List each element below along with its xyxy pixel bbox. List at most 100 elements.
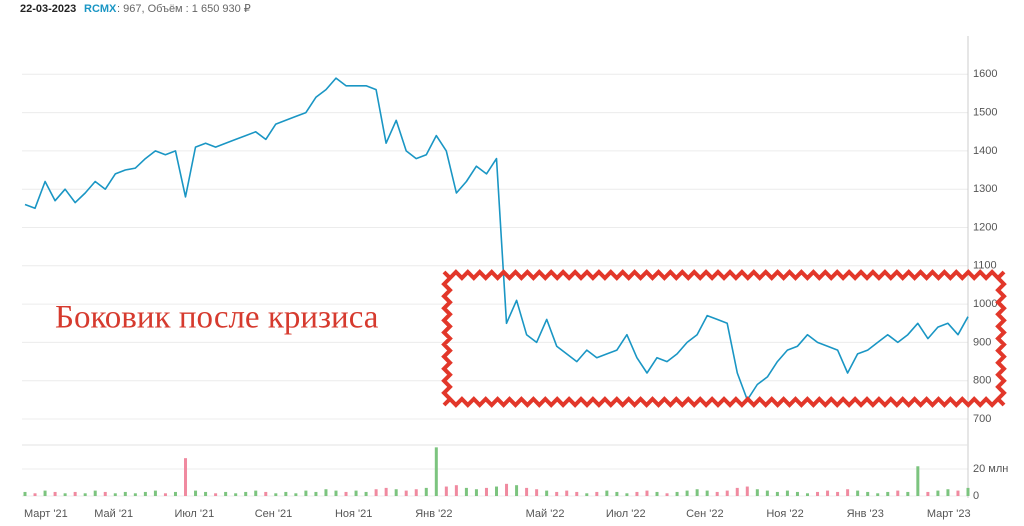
volume-bar [123, 491, 127, 496]
y-tick-label: 1000 [973, 298, 997, 310]
volume-bar [725, 490, 729, 496]
volume-bar [153, 490, 157, 496]
volume-bar [795, 491, 799, 496]
volume-bar [434, 447, 438, 496]
volume-bar [916, 466, 920, 496]
volume-bar [805, 493, 809, 496]
header-date: 22-03-2023 [20, 3, 76, 15]
volume-bar [926, 491, 930, 496]
volume-bar [505, 483, 509, 496]
volume-bar [836, 491, 840, 496]
volume-bar [846, 489, 850, 496]
volume-bar [133, 493, 137, 496]
volume-bar [163, 493, 167, 496]
x-tick-label: Сен '21 [255, 508, 293, 520]
y-tick-label: 1400 [973, 145, 997, 157]
volume-bar [816, 491, 820, 496]
y-tick-label: 700 [973, 413, 991, 425]
price-line [24, 77, 969, 401]
volume-bar [364, 491, 368, 496]
x-tick-label: Май '22 [526, 508, 565, 520]
volume-bar [394, 489, 398, 496]
x-tick-label: Июл '22 [606, 508, 646, 520]
volume-bar [244, 491, 248, 496]
volume-bar [705, 490, 709, 496]
volume-bar [43, 490, 47, 496]
volume-bar [113, 493, 117, 496]
volume-bar [856, 490, 860, 496]
volume-bar [404, 490, 408, 496]
x-tick-label: Ноя '22 [766, 508, 803, 520]
x-tick-label: Ноя '21 [335, 508, 372, 520]
x-tick-label: Июл '21 [174, 508, 214, 520]
volume-bar [424, 487, 428, 496]
volume-bar [585, 493, 589, 496]
volume-bar [224, 491, 228, 496]
volume-bar [715, 491, 719, 496]
volume-bar [695, 489, 699, 496]
volume-bar [936, 490, 940, 496]
volume-bar [194, 490, 198, 496]
volume-bar [755, 489, 759, 496]
volume-bar [535, 489, 539, 496]
annotation: Боковик после кризиса [55, 300, 379, 336]
volume-bar [946, 489, 950, 496]
volume-bar [645, 490, 649, 496]
volume-bar [93, 490, 97, 496]
volume-bar [474, 489, 478, 496]
x-tick-label: Сен '22 [686, 508, 724, 520]
volume-bar [565, 490, 569, 496]
volume-bar [826, 490, 830, 496]
volume-bar [956, 490, 960, 496]
y-tick-label: 1100 [973, 260, 997, 272]
volume-bar [655, 491, 659, 496]
volume-bar [344, 491, 348, 496]
x-tick-label: Март '21 [24, 508, 68, 520]
y-tick-label: 1200 [973, 221, 997, 233]
volume-bar [484, 487, 488, 496]
volume-bar [173, 491, 177, 496]
volume-bar [374, 489, 378, 496]
volume-bar [143, 491, 147, 496]
volume-tick-label: 20 млн [973, 463, 1008, 475]
volume-bar [384, 487, 388, 496]
volume-bar [685, 490, 689, 496]
volume-bar [33, 493, 37, 496]
volume-bar [635, 491, 639, 496]
volume-bar [214, 493, 218, 496]
volume-bar [785, 490, 789, 496]
volume-bar [254, 490, 258, 496]
volume-bar [444, 486, 448, 496]
volume-bar [354, 490, 358, 496]
volume-bar [334, 490, 338, 496]
highlight-frame [441, 269, 1007, 408]
volume-bar [595, 491, 599, 496]
volume-bar [866, 491, 870, 496]
volume-bar [545, 490, 549, 496]
y-tick-label: 1300 [973, 183, 997, 195]
volume-bar [525, 487, 529, 496]
y-tick-label: 1600 [973, 68, 997, 80]
volume-bar [324, 489, 328, 496]
volume-bar [555, 491, 559, 496]
volume-bar [53, 491, 57, 496]
volume-bar [735, 487, 739, 496]
volume-bar [876, 493, 880, 496]
x-tick-label: Май '21 [94, 508, 133, 520]
x-tick-label: Март '23 [927, 508, 971, 520]
volume-bar [264, 491, 268, 496]
y-tick-label: 1500 [973, 107, 997, 119]
volume-bar [464, 487, 468, 496]
volume-bar [204, 491, 208, 496]
volume-bar [575, 491, 579, 496]
volume-bar [454, 485, 458, 496]
volume-bar [886, 491, 890, 496]
volume-bar [495, 486, 498, 496]
volume-bar [103, 491, 107, 496]
header-info: : 967, Объём : 1 650 930 ₽ [117, 3, 251, 15]
volume-bar [184, 458, 188, 496]
volume-bar [83, 493, 87, 496]
volume-bar [745, 486, 749, 496]
volume-bar [775, 491, 779, 496]
